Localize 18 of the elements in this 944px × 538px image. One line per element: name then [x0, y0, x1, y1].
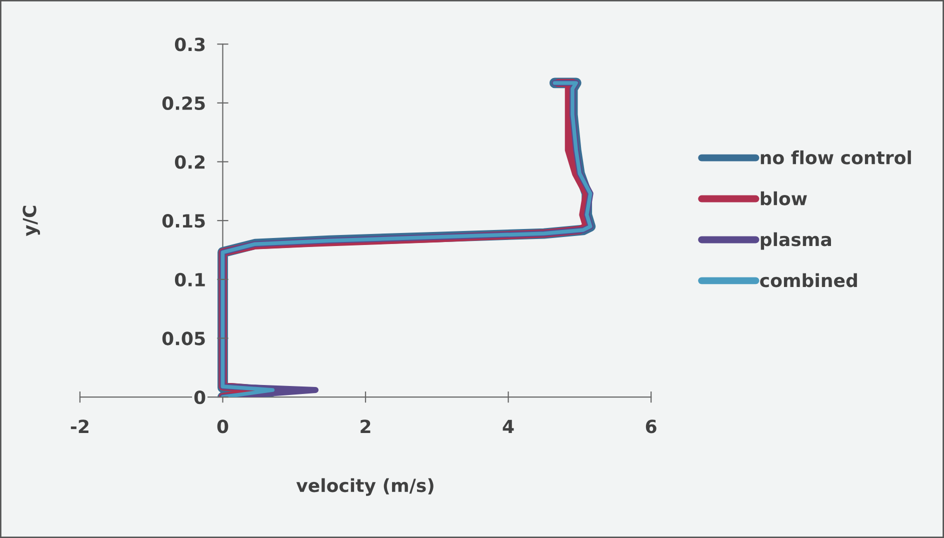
x-tick-label: 4	[502, 420, 514, 433]
y-tick-label: 0.25	[162, 96, 205, 110]
y-tick-label: 0.1	[174, 272, 205, 287]
legend-label: plasma	[760, 232, 831, 250]
legend-label: blow	[760, 191, 807, 206]
x-axis-title: velocity (m/s)	[296, 478, 434, 496]
x-tick-label: -2	[70, 420, 88, 433]
y-tick-label: 0.3	[174, 38, 205, 52]
x-tick-label: 2	[360, 420, 370, 433]
x-tick-label: 0	[217, 420, 228, 434]
y-axis-title: y/C	[22, 206, 40, 236]
y-tick-label: 0.15	[162, 214, 205, 228]
y-tick-label: 0.2	[174, 155, 205, 169]
y-tick-label: 0.05	[162, 332, 205, 346]
legend-label: combined	[760, 273, 857, 288]
x-tick-label: 6	[646, 420, 656, 434]
legend-label: no flow control	[760, 150, 911, 164]
y-tick-label: 0	[194, 390, 206, 404]
